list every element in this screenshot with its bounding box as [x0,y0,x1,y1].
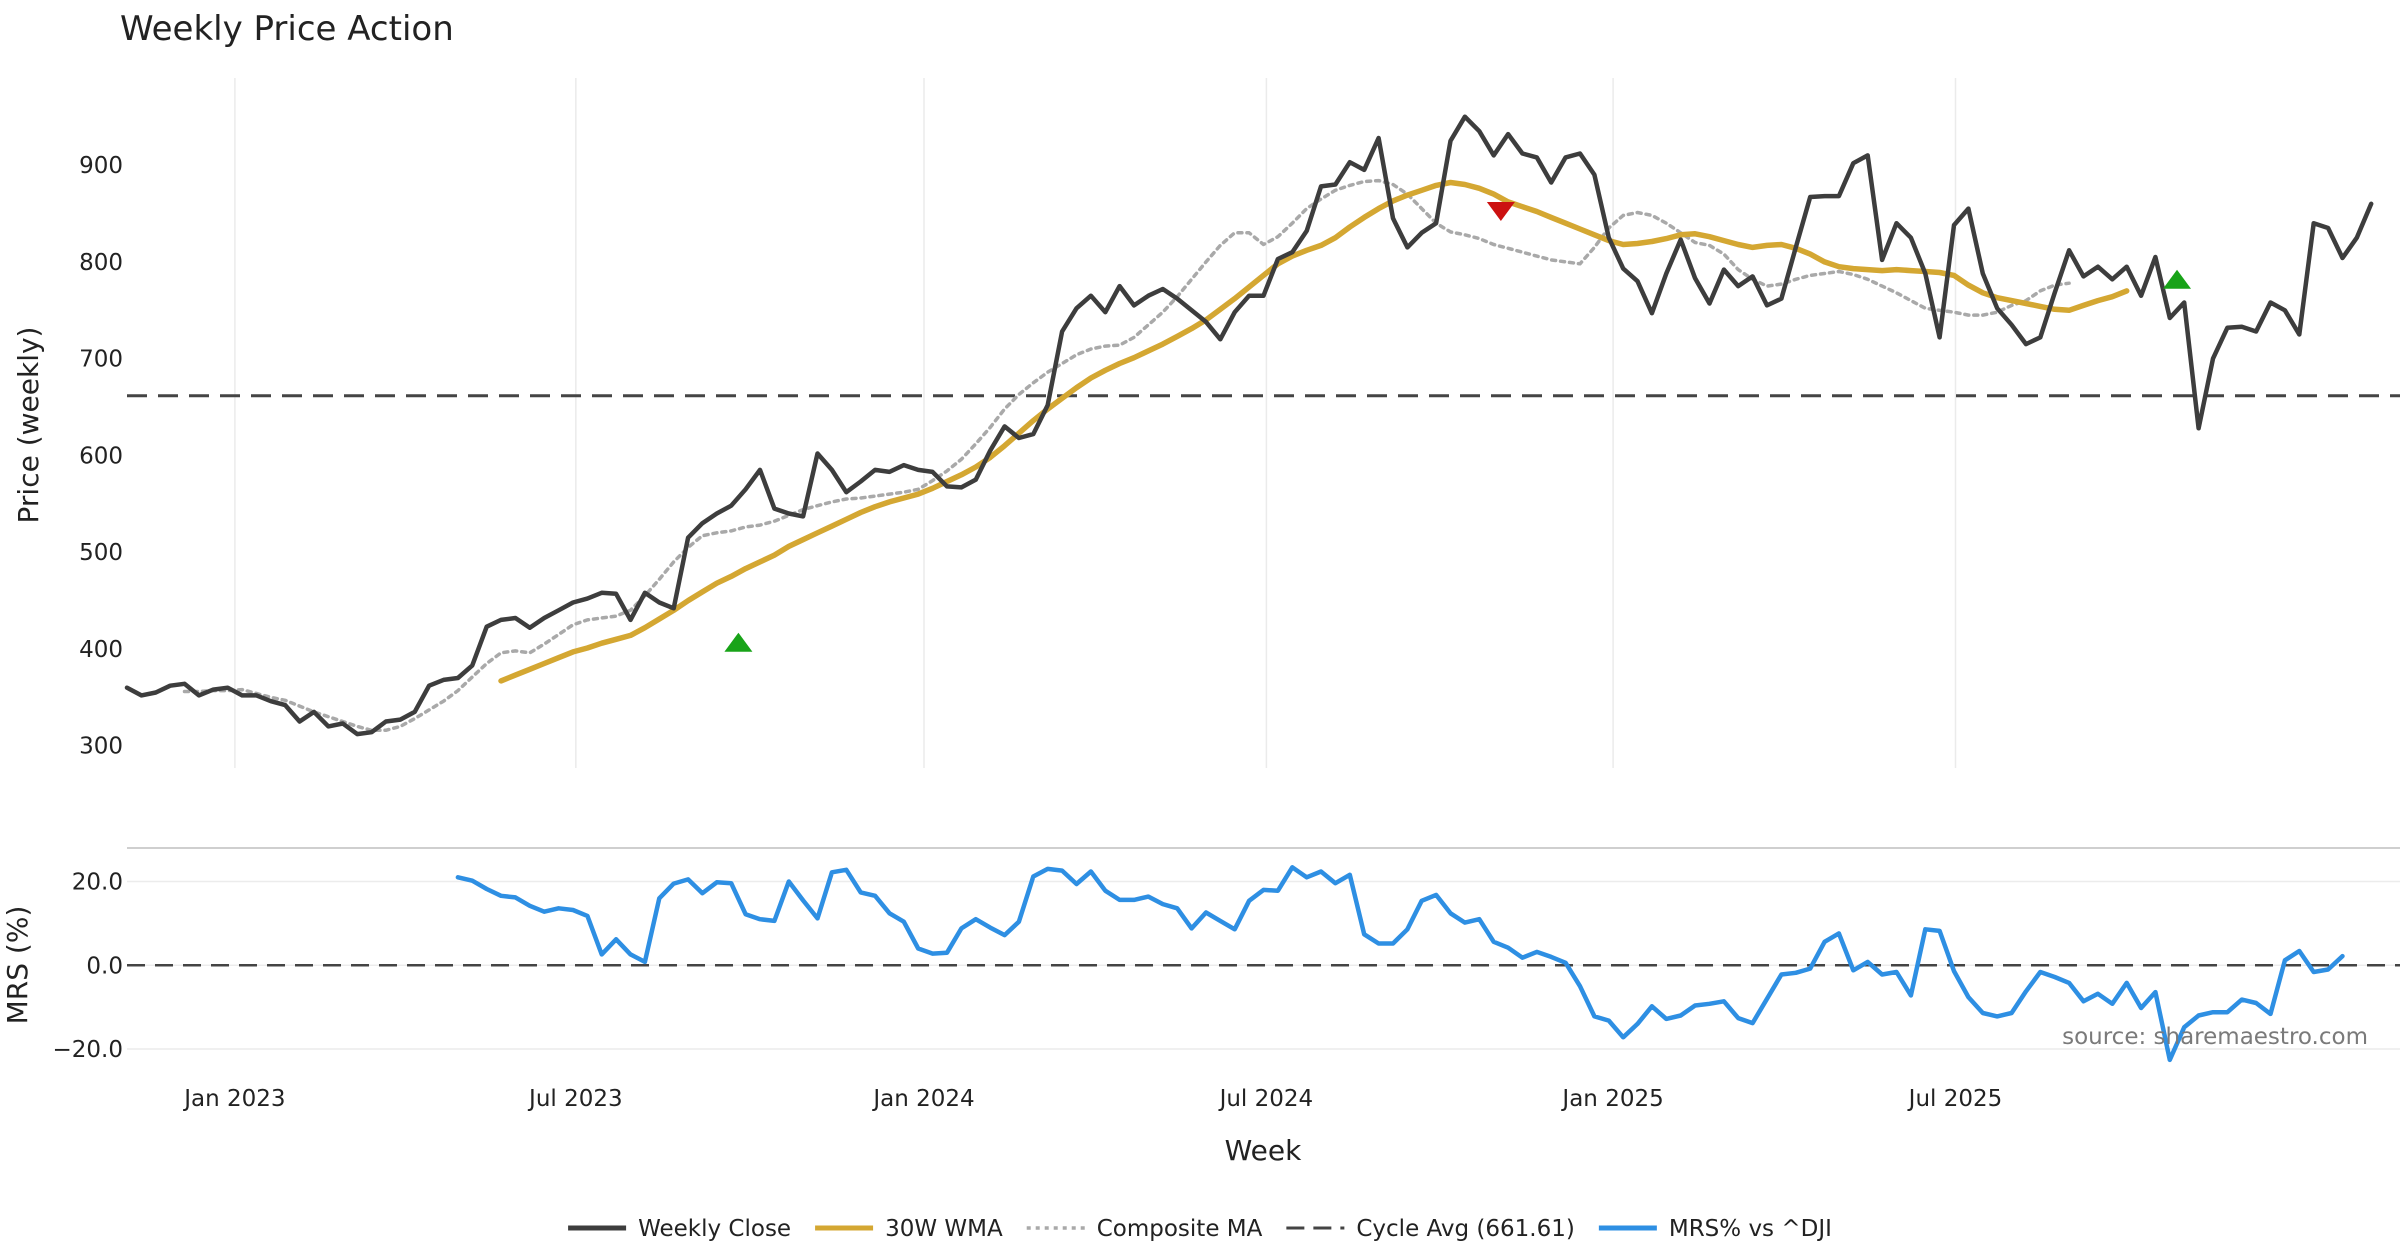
legend: Weekly Close 30W WMA Composite MA Cycle Avg… [568,1216,1832,1242]
legend-label-composite-ma: Composite MA [1097,1216,1263,1242]
mrs-y-ticks: 20.0 0.0 −20.0 [53,870,123,1064]
x-tick-label: Jan 2025 [1560,1086,1663,1112]
legend-label-weekly-close: Weekly Close [638,1216,791,1242]
signal-markers [724,202,2192,652]
mrs-line [455,865,2345,1063]
mrs-grid [127,847,2400,1050]
price-series [124,114,2374,737]
price-y-tick-label: 800 [79,250,123,276]
price-y-tick-label: 300 [79,734,123,760]
sell-signal-marker [1486,202,1515,222]
price-y-axis-label: Price (weekly) [12,327,45,524]
x-ticks: Jan 2023 Jul 2023 Jan 2024 Jul 2024 Jan 2025… [182,1086,2002,1112]
chart-title: Weekly Price Action [120,9,454,49]
source-credit: source: sharemaestro.com [2062,1024,2368,1050]
buy-signal-marker [2163,269,2192,289]
price-y-tick-label: 600 [79,443,123,469]
mrs-y-tick-label: −20.0 [53,1037,123,1063]
x-tick-label: Jan 2024 [871,1086,974,1112]
price-y-ticks: 300 400 500 600 700 800 900 [79,153,123,760]
composite-ma-line [182,178,2071,733]
price-y-tick-label: 500 [79,540,123,566]
30w-wma-line [498,179,2130,684]
legend-label-cycle-avg-661-61: Cycle Avg (661.61) [1356,1216,1575,1242]
x-axis-label: Week [1225,1134,1302,1167]
buy-signal-marker [724,632,753,652]
legend-label-mrs-vs-dji: MRS% vs ^DJI [1669,1216,1832,1242]
mrs-series [455,865,2345,1063]
x-tick-label: Jul 2024 [1218,1086,1314,1112]
legend-label-30w-wma: 30W WMA [885,1216,1003,1242]
price-y-tick-label: 900 [79,153,123,179]
x-tick-label: Jul 2025 [1907,1086,2003,1112]
weekly-close-line [124,114,2374,737]
mrs-y-tick-label: 20.0 [72,870,123,896]
price-y-tick-label: 400 [79,637,123,663]
mrs-y-tick-label: 0.0 [86,953,123,979]
price-y-tick-label: 700 [79,347,123,373]
x-tick-label: Jul 2023 [527,1086,623,1112]
x-tick-label: Jan 2023 [182,1086,285,1112]
mrs-y-axis-label: MRS (%) [1,906,34,1025]
price-grid [234,78,1957,768]
